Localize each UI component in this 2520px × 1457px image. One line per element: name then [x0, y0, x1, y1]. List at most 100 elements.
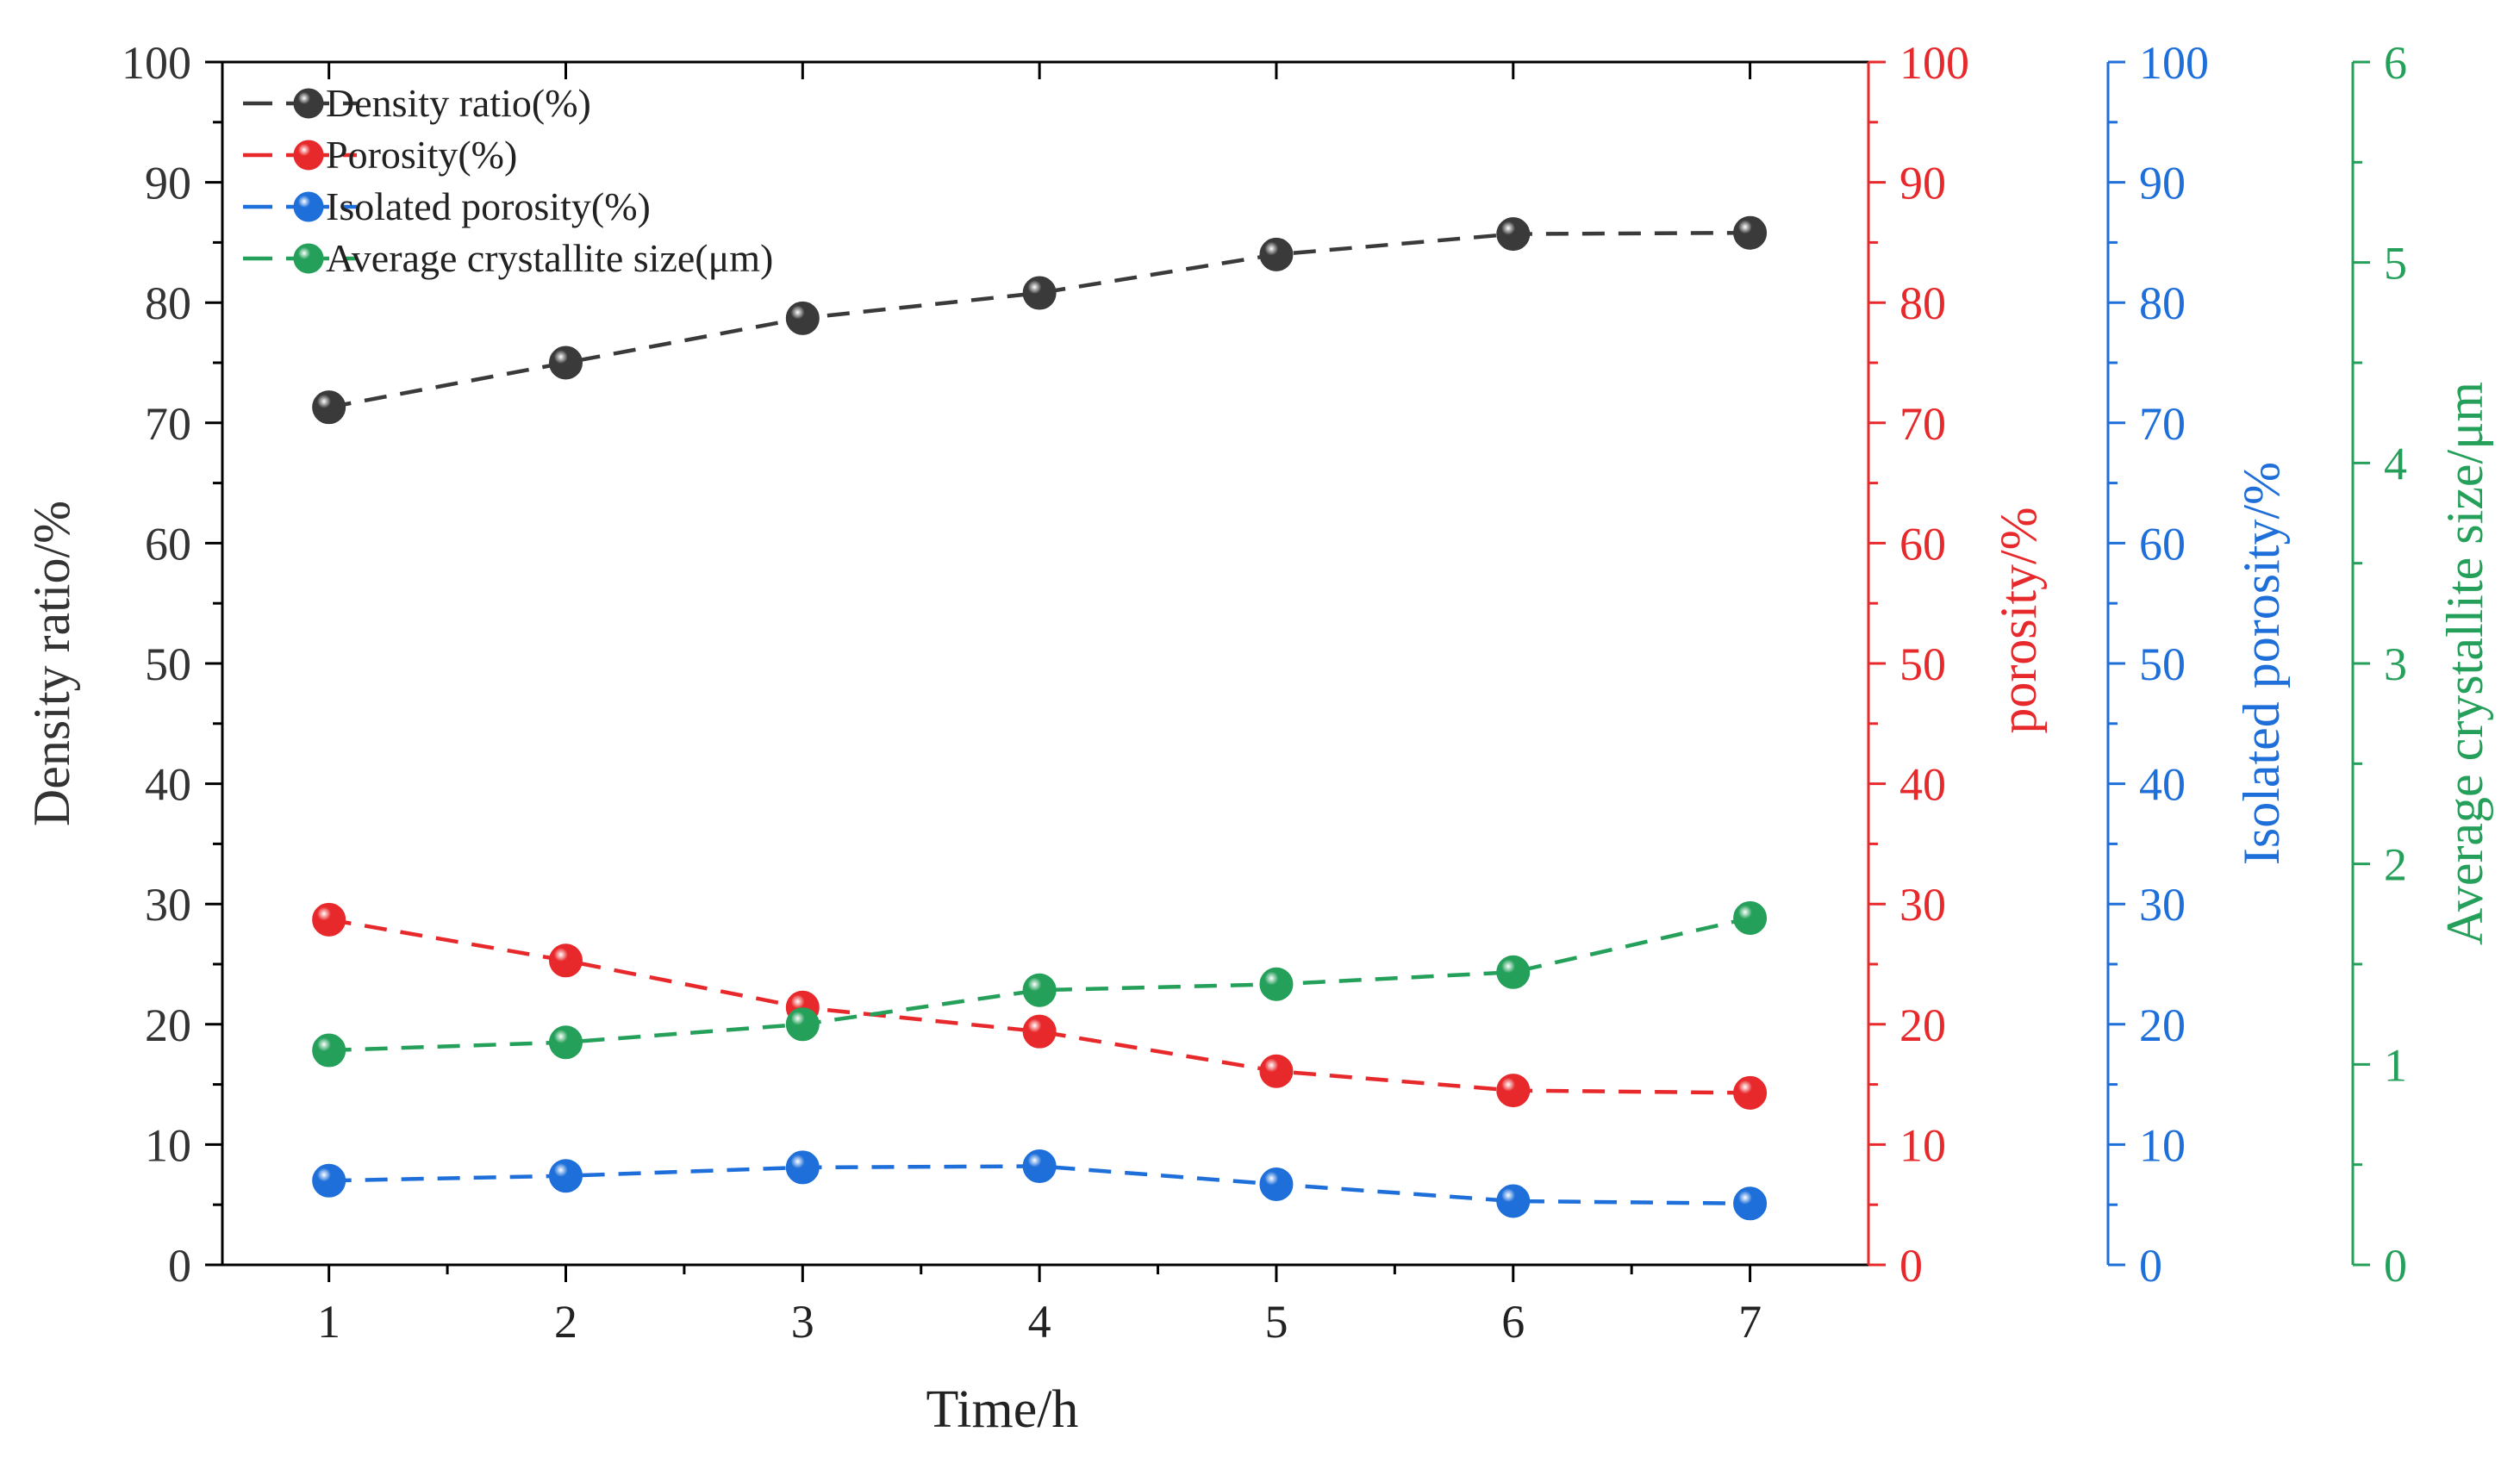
porosity-data-point: [1022, 1014, 1057, 1049]
density-axis-title: Density ratio/%: [23, 501, 80, 826]
x-tick-label: 7: [1738, 1296, 1762, 1348]
density-tick-label: 60: [145, 518, 191, 570]
porosity-tick-label: 0: [1899, 1240, 1923, 1292]
density-tick-label: 90: [145, 158, 191, 209]
legend-item: Porosity(%): [243, 133, 517, 177]
crystallite-axis: 0 1 2 3 4 5 6 Average crystallite size/μm: [2351, 37, 2493, 1292]
legend-marker: [293, 140, 324, 171]
density-data-point: [785, 301, 820, 335]
porosity-tick-label: 60: [1899, 518, 1946, 570]
series-density: [312, 215, 1768, 425]
crystallite-tick-label: 5: [2384, 238, 2407, 290]
porosity-axis: 0 10 20 30 40 50 60 70 80 90 100 porosity/%: [1867, 37, 2047, 1292]
porosity-tick-label: 10: [1899, 1119, 1946, 1171]
x-tick-label: 6: [1501, 1296, 1525, 1348]
isolated-data-point: [1259, 1167, 1294, 1201]
crystallite-data-point: [312, 1033, 346, 1068]
porosity-tick-label: 40: [1899, 759, 1946, 811]
porosity-data-point: [1733, 1075, 1768, 1110]
legend-label: Density ratio(%): [326, 81, 591, 125]
crystallite-tick-label: 2: [2384, 839, 2407, 891]
crystallite-tick-label: 3: [2384, 638, 2407, 690]
isolated-data-point: [548, 1159, 583, 1193]
isolated-data-point: [1733, 1186, 1768, 1221]
legend-item: Average crystallite size(μm): [243, 236, 773, 280]
density-data-point: [1496, 217, 1531, 252]
isolated-tick-label: 70: [2139, 398, 2186, 450]
legend-label: Isolated porosity(%): [326, 184, 651, 228]
crystallite-tick-label: 1: [2384, 1039, 2407, 1091]
isolated-tick-label: 10: [2139, 1119, 2186, 1171]
density-axis: 0 10 20 30 40 50 60 70 80 90 100 Density ratio/%: [23, 37, 224, 1292]
crystallite-data-point: [548, 1025, 583, 1060]
porosity-tick-label: 80: [1899, 277, 1946, 329]
isolated-tick-label: 20: [2139, 999, 2186, 1051]
crystallite-data-point: [1733, 900, 1768, 935]
isolated-tick-label: 50: [2139, 638, 2186, 690]
density-tick-label: 40: [145, 759, 191, 811]
legend-label: Porosity(%): [326, 133, 517, 177]
density-tick-label: 30: [145, 879, 191, 931]
porosity-tick-label: 90: [1899, 158, 1946, 209]
crystallite-tick-label: 0: [2384, 1240, 2407, 1292]
porosity-data-point: [1259, 1054, 1294, 1088]
x-tick-label: 2: [554, 1296, 577, 1348]
legend-item: Isolated porosity(%): [243, 184, 651, 228]
crystallite-data-point: [1259, 967, 1294, 1001]
legend: Density ratio(%) Porosity(%) Isolated poro…: [243, 81, 773, 280]
crystallite-tick-label: 6: [2384, 37, 2407, 89]
legend-marker: [293, 191, 324, 222]
porosity-tick-label: 50: [1899, 638, 1946, 690]
crystallite-axis-title: Average crystallite size/μm: [2436, 382, 2493, 945]
isolated-tick-label: 40: [2139, 759, 2186, 811]
x-axis: 1 2 3 4 5 6 7 Time/h: [317, 62, 1762, 1439]
porosity-data-point: [548, 943, 583, 978]
isolated-data-point: [785, 1150, 820, 1185]
isolated-tick-label: 100: [2139, 37, 2209, 89]
density-tick-label: 70: [145, 398, 191, 450]
isolated-axis-title: Isolated porosity/%: [2233, 462, 2290, 865]
series-porosity: [312, 902, 1768, 1110]
isolated-data-point: [1496, 1184, 1531, 1218]
density-data-point: [548, 346, 583, 380]
isolated-tick-label: 90: [2139, 158, 2186, 209]
porosity-tick-label: 20: [1899, 999, 1946, 1051]
density-data-point: [1022, 276, 1057, 310]
density-tick-label: 50: [145, 638, 191, 690]
density-tick-label: 100: [122, 37, 191, 89]
isolated-tick-label: 30: [2139, 879, 2186, 931]
series-isolated: [312, 1149, 1768, 1221]
density-tick-label: 10: [145, 1119, 191, 1171]
x-tick-label: 4: [1028, 1296, 1051, 1348]
legend-marker: [293, 243, 324, 274]
porosity-data-point: [1496, 1074, 1531, 1108]
series-crystallite: [312, 900, 1768, 1068]
density-data-point: [1259, 237, 1294, 271]
x-tick-label: 1: [317, 1296, 340, 1348]
legend-label: Average crystallite size(μm): [326, 236, 773, 280]
porosity-tick-label: 30: [1899, 879, 1946, 931]
crystallite-data-point: [1496, 955, 1531, 989]
isolated-data-point: [312, 1163, 346, 1198]
series-group: [312, 215, 1768, 1221]
legend-item: Density ratio(%): [243, 81, 591, 125]
density-tick-label: 0: [168, 1240, 191, 1292]
isolated-tick-label: 60: [2139, 518, 2186, 570]
plot-frame: [222, 60, 1868, 1267]
density-data-point: [1733, 215, 1768, 250]
crystallite-data-point: [785, 1007, 820, 1042]
isolated-axis: 0 10 20 30 40 50 60 70 80 90 100 Isolated porosity/…: [2106, 37, 2290, 1292]
density-tick-label: 80: [145, 277, 191, 329]
x-tick-label: 5: [1264, 1296, 1288, 1348]
isolated-tick-label: 80: [2139, 277, 2186, 329]
density-tick-label: 20: [145, 999, 191, 1051]
crystallite-data-point: [1022, 973, 1057, 1007]
isolated-data-point: [1022, 1149, 1057, 1184]
legend-marker: [293, 88, 324, 119]
axes-group: 1 2 3 4 5 6 7Time/h0102030405060708090100Densi…: [23, 37, 2493, 1439]
isolated-tick-label: 0: [2139, 1240, 2162, 1292]
porosity-tick-label: 100: [1899, 37, 1969, 89]
porosity-data-point: [312, 902, 346, 937]
porosity-axis-title: porosity/%: [1990, 507, 2047, 733]
